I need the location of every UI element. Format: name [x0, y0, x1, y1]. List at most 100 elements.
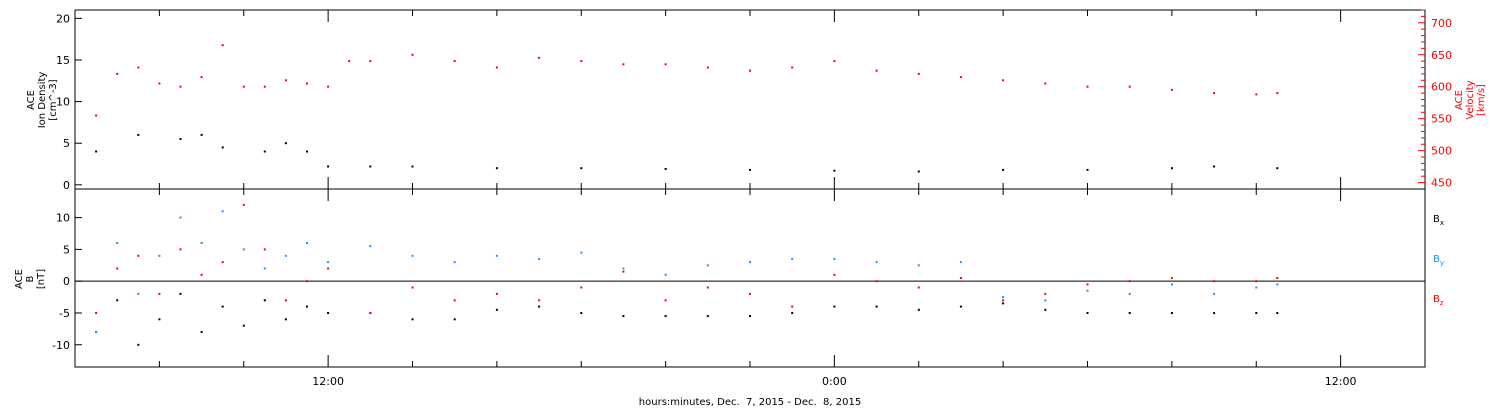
data-point	[1276, 92, 1279, 95]
data-point	[137, 133, 140, 136]
y-tick-label: 5	[63, 137, 70, 150]
data-point	[1213, 165, 1216, 168]
data-point	[1213, 280, 1216, 283]
y-tick-label: 10	[56, 96, 70, 109]
data-point	[1170, 167, 1173, 170]
data-point	[1213, 92, 1216, 95]
data-point	[580, 251, 583, 254]
velocity-axis-label: ACE Velocity [km/s]	[1454, 80, 1487, 119]
data-point	[158, 318, 161, 321]
data-point	[833, 305, 836, 308]
data-point	[495, 308, 498, 311]
data-point	[116, 299, 119, 302]
data-point	[833, 257, 836, 260]
velocity-tick-label: 600	[1431, 81, 1452, 94]
data-point	[1044, 299, 1047, 302]
data-point	[664, 315, 667, 318]
density-label-line3: [cm^-3]	[48, 79, 59, 120]
data-point	[179, 216, 182, 219]
top-points	[95, 44, 1279, 173]
data-point	[833, 169, 836, 172]
data-point	[95, 331, 98, 333]
data-point	[179, 248, 182, 251]
data-point	[1276, 312, 1279, 314]
series-1	[95, 44, 1279, 117]
data-point	[242, 248, 245, 251]
data-point	[221, 210, 224, 213]
legend-sub: z	[1440, 299, 1444, 307]
data-point	[263, 248, 266, 251]
data-point	[833, 60, 836, 63]
data-point	[749, 315, 751, 318]
velocity-tick-label: 450	[1431, 177, 1452, 190]
data-point	[495, 292, 498, 295]
data-point	[959, 305, 962, 308]
data-point	[221, 305, 224, 308]
b-label-line3: [nT]	[36, 269, 47, 289]
data-point	[453, 261, 456, 264]
data-point	[1002, 79, 1005, 82]
data-point	[95, 312, 98, 314]
top-left-ticks: 0 5 10 15 20	[56, 12, 82, 192]
data-point	[959, 261, 962, 264]
data-point	[1086, 283, 1089, 286]
data-point	[327, 312, 330, 314]
data-point	[1044, 292, 1047, 295]
data-point	[369, 312, 372, 314]
data-point	[263, 85, 266, 88]
data-point	[116, 72, 119, 75]
data-point	[411, 53, 414, 56]
top-panel: 0 5 10 15 20 450 500 550 600 650 700 ACE Ion Dens…	[26, 9, 1487, 192]
top-right-ticks: 450 500 550 600 650 700	[1418, 9, 1452, 190]
data-point	[137, 66, 140, 69]
y-tick-label: 10	[56, 212, 70, 225]
data-point	[306, 305, 308, 308]
data-point	[453, 299, 456, 302]
data-point	[706, 315, 709, 318]
density-label-line1: ACE	[26, 90, 37, 110]
data-point	[116, 242, 119, 244]
data-point	[221, 146, 224, 149]
y-tick-label: 15	[56, 54, 70, 67]
data-point	[221, 44, 224, 47]
data-point	[1128, 312, 1131, 314]
data-point	[95, 114, 98, 117]
data-point	[664, 273, 667, 276]
data-point	[327, 267, 330, 270]
legend-base: B	[1433, 294, 1440, 305]
bottom-left-ticks: -10 -5 0 5 10	[52, 212, 82, 352]
data-point	[580, 286, 583, 289]
y-tick-label: -5	[59, 307, 70, 320]
data-point	[179, 292, 182, 295]
data-point	[706, 66, 709, 69]
data-point	[411, 286, 414, 289]
data-point	[875, 69, 878, 72]
data-point	[791, 312, 794, 314]
data-point	[1255, 286, 1258, 289]
legend-base: B	[1433, 214, 1440, 225]
data-point	[284, 142, 287, 145]
y-tick-label: -10	[52, 339, 70, 352]
data-point	[1128, 292, 1131, 295]
data-point	[917, 286, 920, 289]
data-point	[242, 85, 245, 88]
velocity-tick-label: 650	[1431, 49, 1452, 62]
data-point	[200, 273, 203, 276]
data-point	[580, 167, 583, 170]
x-tick-label: 0:00	[822, 375, 847, 388]
series-0	[95, 292, 1279, 346]
data-point	[200, 331, 203, 333]
data-point	[1276, 277, 1279, 279]
data-point	[116, 267, 119, 270]
data-point	[1128, 280, 1131, 283]
data-point	[538, 299, 541, 302]
legend-entry: Bx	[1433, 214, 1444, 227]
velocity-tick-label: 500	[1431, 145, 1452, 158]
data-point	[1170, 312, 1173, 314]
legend-sub: y	[1440, 259, 1444, 267]
top-frame	[74, 9, 1426, 190]
data-point	[263, 267, 266, 270]
x-axis: 12:00 0:00 12:00	[74, 10, 1426, 388]
data-point	[749, 292, 751, 295]
